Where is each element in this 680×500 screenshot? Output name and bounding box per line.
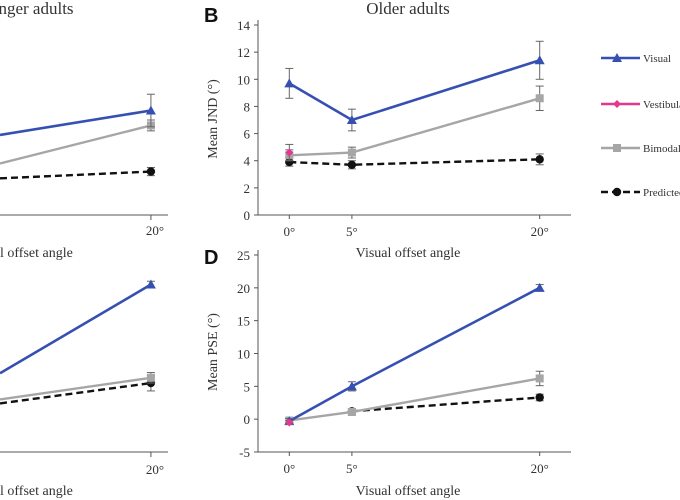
y-tick-label: 0 [244,412,251,427]
series-line-bimodal [0,124,152,165]
x-tick-label: 0° [283,224,295,239]
panel-d-plot: -5 0 5 10 15 20 25 0° 5° 20° [237,248,571,476]
data-point-vestibular [285,418,294,427]
panel-a-title: nger adults [0,0,74,18]
panel-b-x-label: Visual offset angle [356,246,461,261]
y-tick-label: 2 [244,181,251,196]
x-tick-label: 0° [283,461,295,476]
panel-a-plot [0,93,168,220]
data-point-visual [346,381,357,391]
x-tick-label: 20° [531,461,549,476]
y-tick-label: 4 [244,154,251,169]
series-line-predicted [0,381,152,405]
y-tick-label: 5 [244,379,251,394]
series-line-visual [288,59,541,122]
panel-d-x-label: Visual offset angle [356,484,461,499]
data-point-predicted [146,167,156,176]
data-point-predicted [347,160,357,169]
y-tick-label: 6 [244,127,251,142]
panel-c: 20° l offset angle [0,279,168,499]
y-tick-label: 8 [244,99,251,114]
legend-label-vestibular: Vestibular [643,99,680,111]
panel-d: D Mean PSE (°) -5 0 5 10 15 20 25 0° 5° 20° Visua… [204,247,571,499]
data-point-predicted [535,155,544,164]
legend-marker-visual [612,53,622,62]
legend-label-predicted: Predicted [643,187,680,199]
data-point-bimodal [347,407,356,416]
panel-b-y-label: Mean JND (°) [206,79,221,159]
legend: Visual Vestibular Bimodal Predicted [601,53,680,199]
series-line-bimodal [0,376,152,401]
panel-a-x-tick: 20° [146,223,164,238]
data-point-bimodal [347,148,356,157]
legend-marker-bimodal [613,144,621,152]
y-tick-label: -5 [239,445,250,460]
y-tick-label: 10 [237,72,250,87]
panel-b: B Older adults Mean JND (°) 024681012140… [204,0,571,261]
data-point-visual [346,115,357,124]
x-tick-label: 5° [346,224,358,239]
panel-c-x-tick: 20° [146,462,164,477]
panel-c-plot [0,279,168,457]
data-point-predicted [285,157,294,167]
panel-a-x-label: l offset angle [0,246,73,261]
panel-b-title: Older adults [366,0,450,18]
data-point-predicted [535,393,544,402]
data-point-bimodal [535,94,544,103]
y-tick-label: 0 [244,208,251,223]
panel-d-letter: D [204,247,218,269]
panel-c-x-label: l offset angle [0,484,73,499]
panel-b-plot: 0 2 4 6 8 10 12 14 0° 5° 20° [237,18,571,239]
panel-a: nger adults 20° l offset angle [0,0,168,261]
y-tick-label: 20 [237,281,250,296]
legend-label-bimodal: Bimodal [643,143,680,155]
series-line-predicted [289,158,540,166]
data-point-bimodal [146,373,155,382]
series-line-visual [0,283,152,375]
panel-b-letter: B [204,5,218,27]
series-line-predicted [351,396,540,413]
data-point-bimodal [535,374,544,383]
legend-marker-vestibular [613,100,621,108]
data-point-visual [534,55,545,65]
y-tick-label: 25 [237,248,250,263]
series-line-visual [0,109,152,137]
y-tick-label: 10 [237,347,250,362]
x-tick-label: 5° [346,461,358,476]
data-point-visual [145,105,156,115]
legend-label-visual: Visual [643,53,671,65]
y-tick-label: 12 [237,45,250,60]
panel-d-y-label: Mean PSE (°) [206,313,221,391]
series-line-predicted [0,170,151,180]
data-point-visual [534,282,545,292]
y-tick-label: 14 [237,18,251,33]
y-tick-label: 15 [237,314,250,329]
x-tick-label: 20° [531,224,549,239]
data-point-visual [145,279,156,289]
data-point-vestibular [285,148,294,157]
legend-marker-predicted [612,187,622,197]
data-point-visual [284,78,295,88]
